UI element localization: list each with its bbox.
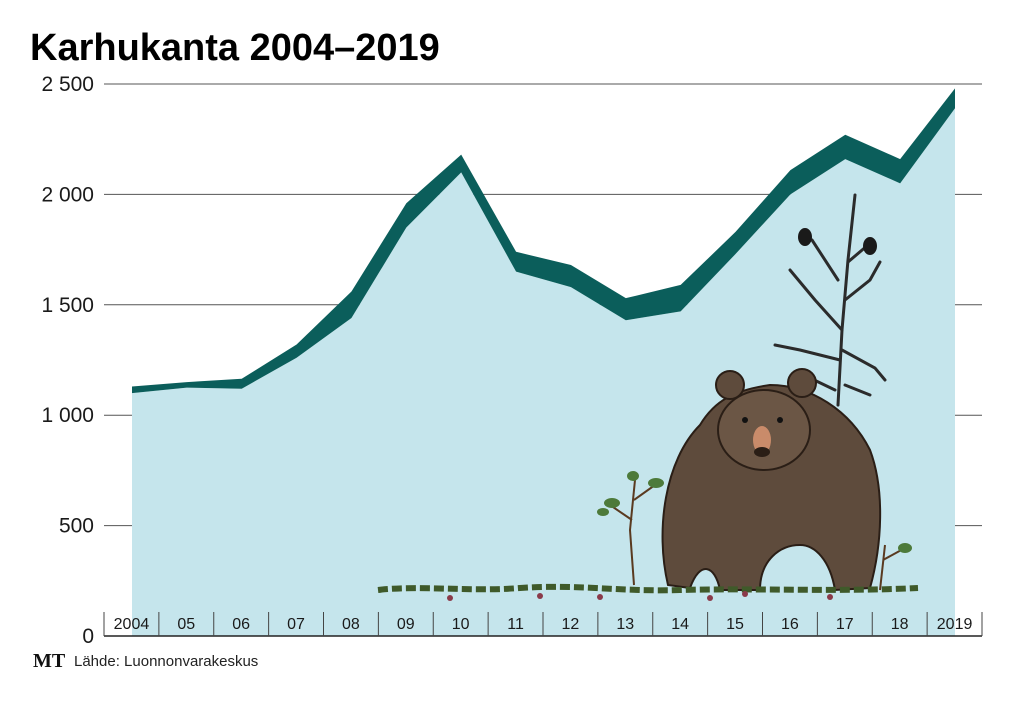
- x-tick-label: 13: [616, 616, 634, 633]
- x-tick-label: 08: [342, 616, 360, 633]
- bear-illustration: [377, 193, 919, 601]
- x-tick-label: 15: [726, 616, 744, 633]
- x-axis: 2004 05 06 07 08 09 10 11 12 13 14 15 16 17 18 2019: [103, 612, 983, 637]
- data-band: [132, 88, 955, 394]
- y-tick-label: 2 500: [41, 73, 94, 96]
- x-tick-label: 18: [891, 616, 909, 633]
- publisher-logo: MT: [33, 650, 66, 672]
- x-tick-label: 07: [287, 616, 305, 633]
- x-tick-label: 2004: [114, 616, 150, 633]
- x-tick-label: 05: [177, 616, 195, 633]
- x-tick-label: 10: [452, 616, 470, 633]
- chart-title: Karhukanta 2004–2019: [30, 27, 440, 69]
- x-tick-label: 06: [232, 616, 250, 633]
- x-tick-label: 16: [781, 616, 799, 633]
- x-tick-label: 2019: [937, 616, 973, 633]
- x-tick-label: 17: [836, 616, 854, 633]
- y-tick-label: 2 000: [41, 183, 94, 206]
- y-tick-label: 1 500: [41, 294, 94, 317]
- x-tick-label: 09: [397, 616, 415, 633]
- y-axis: 0 500 1 000 1 500 2 000 2 500: [41, 73, 94, 648]
- x-tick-label: 12: [562, 616, 580, 633]
- x-tick-label: 11: [507, 616, 524, 633]
- y-tick-label: 0: [82, 625, 94, 648]
- x-tick-label: 14: [671, 616, 689, 633]
- source-note: Lähde: Luonnonvarakeskus: [74, 653, 258, 670]
- y-tick-label: 500: [59, 515, 94, 538]
- y-tick-label: 1 000: [41, 404, 94, 427]
